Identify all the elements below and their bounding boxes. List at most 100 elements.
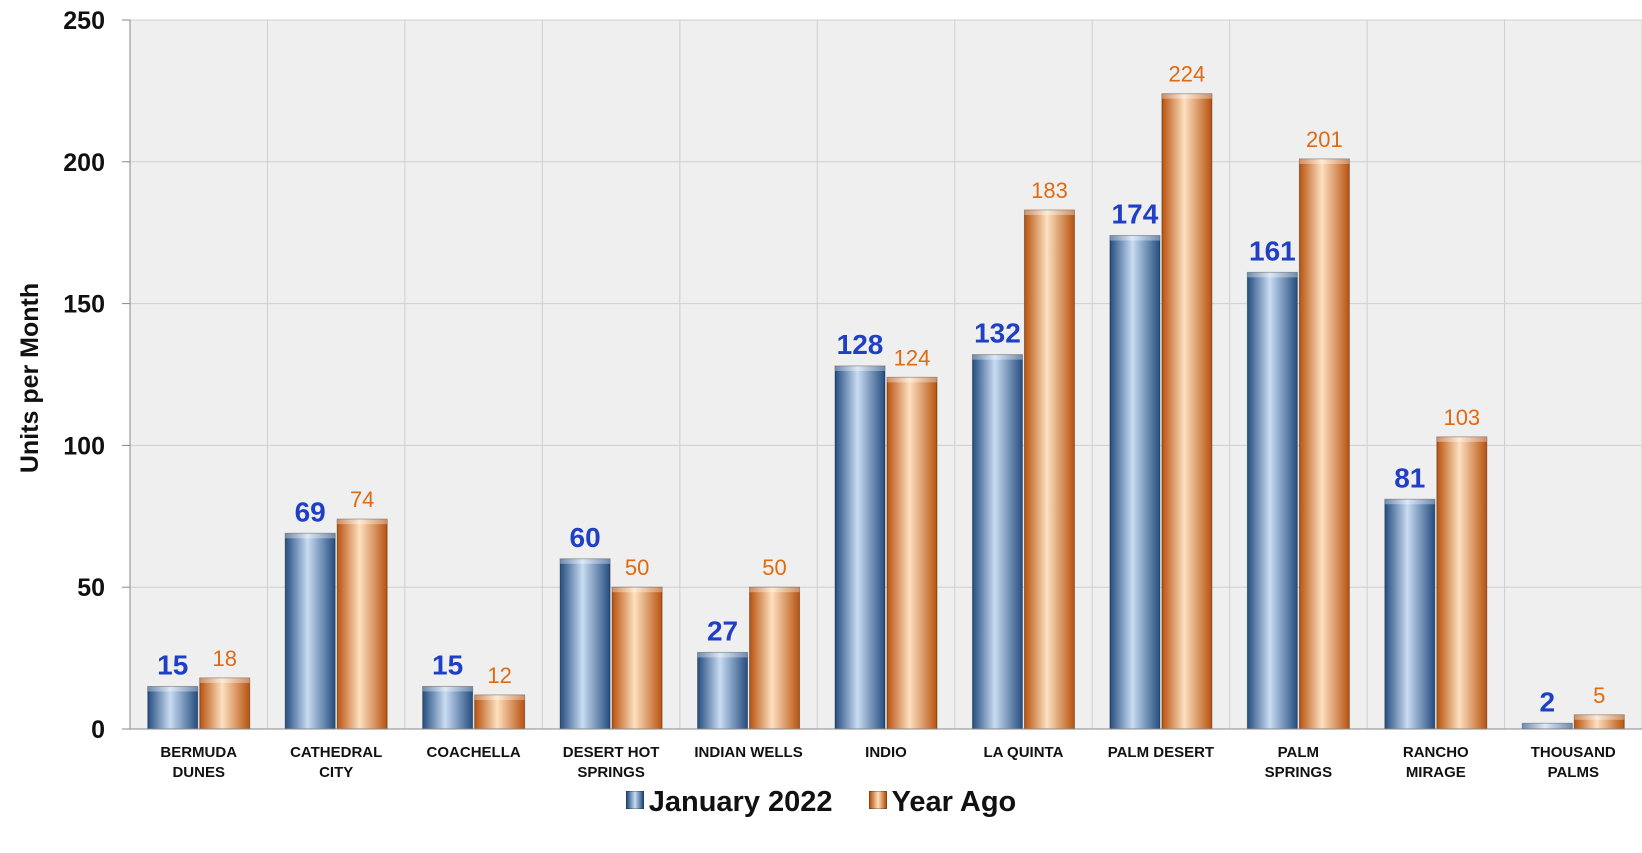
bar-january-2022 [1109, 235, 1161, 730]
x-tick-label: BERMUDA [160, 744, 237, 761]
bar-highlight [1109, 235, 1160, 241]
bar-year-ago [1023, 209, 1075, 730]
bar-january-2022 [1246, 271, 1298, 730]
data-label-january-2022: 15 [157, 649, 188, 680]
data-label-january-2022: 161 [1249, 235, 1296, 266]
data-label-january-2022: 132 [974, 318, 1021, 349]
legend-swatch-blue [625, 791, 644, 809]
data-label-january-2022: 69 [295, 496, 326, 527]
x-tick-label: LA QUINTA [983, 744, 1063, 761]
y-axis-title: Units per Month [16, 283, 44, 473]
data-labels: 15 18 69 74 15 12 60 50 27 50 128 124 132 183 174 224 16… [157, 62, 1605, 718]
y-tick-label: 100 [63, 432, 105, 460]
x-tick-label: CATHEDRAL [290, 744, 382, 761]
data-label-january-2022: 27 [707, 615, 738, 646]
bar-highlight [560, 558, 611, 564]
data-label-january-2022: 128 [837, 329, 884, 360]
bar-january-2022 [697, 651, 749, 730]
data-label-january-2022: 174 [1112, 199, 1159, 230]
bar-year-ago [749, 586, 801, 730]
bar-highlight [474, 694, 525, 700]
data-label-year-ago: 12 [487, 663, 511, 688]
bar-highlight [1384, 499, 1435, 505]
bar-highlight [835, 365, 885, 371]
bars [147, 93, 1625, 730]
bar-year-ago [474, 694, 526, 730]
data-label-year-ago: 183 [1031, 178, 1068, 203]
data-label-year-ago: 5 [1593, 683, 1605, 708]
bar-january-2022 [559, 558, 611, 730]
data-label-january-2022: 60 [570, 522, 601, 553]
x-tick-label: INDIO [865, 744, 907, 761]
bar-january-2022 [834, 365, 886, 730]
y-tick-label: 150 [63, 291, 105, 319]
x-tick-label: SPRINGS [1265, 764, 1333, 780]
data-label-year-ago: 224 [1169, 62, 1206, 87]
data-label-year-ago: 50 [762, 555, 786, 580]
bar-highlight [1299, 158, 1350, 164]
data-label-year-ago: 201 [1306, 127, 1343, 152]
bar-january-2022 [422, 685, 474, 730]
bar-highlight [199, 677, 250, 683]
data-label-year-ago: 103 [1443, 405, 1480, 430]
legend-swatch-orange [868, 791, 887, 809]
legend-label: January 2022 [648, 786, 833, 818]
gridlines [129, 19, 1642, 729]
bar-january-2022 [147, 685, 199, 730]
bar-highlight [612, 587, 663, 593]
bar-year-ago [1436, 436, 1488, 730]
x-tick-label: RANCHO [1403, 744, 1469, 761]
bar-year-ago [1161, 93, 1213, 730]
x-tick-label: INDIAN WELLS [694, 744, 802, 761]
x-tick-label: DUNES [172, 764, 225, 780]
y-tick-label: 200 [63, 149, 105, 177]
y-tick-label: 250 [63, 7, 105, 35]
x-tick-label: PALM DESERT [1108, 744, 1214, 761]
x-tick-label: PALM [1278, 744, 1319, 761]
x-tick-label: COACHELLA [427, 744, 521, 761]
bar-year-ago [611, 586, 663, 730]
bar-highlight [1161, 93, 1212, 99]
bar-highlight [285, 533, 336, 539]
legend-item-january-2022: January 2022 [625, 786, 833, 819]
bar-highlight [972, 354, 1023, 360]
x-tick-label: THOUSAND [1531, 744, 1616, 761]
legend-label: Year Ago [891, 786, 1017, 818]
y-tick-label: 50 [77, 574, 105, 602]
bar-highlight [1436, 436, 1487, 442]
bar-january-2022 [284, 532, 336, 730]
bar-year-ago [1298, 158, 1350, 730]
bar-highlight [887, 377, 937, 383]
data-label-year-ago: 74 [350, 487, 374, 512]
data-label-year-ago: 18 [212, 646, 236, 671]
legend-item-year-ago: Year Ago [868, 786, 1017, 819]
bar-highlight [749, 587, 800, 593]
bar-year-ago [886, 376, 938, 730]
bar-january-2022 [1384, 498, 1436, 730]
x-tick-label: MIRAGE [1406, 764, 1466, 780]
bar-highlight [1574, 714, 1625, 720]
data-label-january-2022: 81 [1394, 462, 1425, 493]
bar-highlight [1247, 272, 1298, 278]
y-tick-label: 0 [91, 716, 105, 744]
data-label-january-2022: 15 [432, 649, 463, 680]
x-tick-label: DESERT HOT [563, 744, 660, 761]
bar-highlight [1522, 723, 1573, 729]
x-tick-label: SPRINGS [577, 764, 645, 780]
bar-highlight [1024, 210, 1075, 216]
bar-january-2022 [971, 354, 1023, 730]
legend: January 2022 Year Ago [0, 786, 1642, 819]
bar-year-ago [199, 677, 251, 730]
data-label-year-ago: 124 [894, 345, 931, 370]
bar-highlight [697, 652, 748, 658]
bar-highlight [147, 686, 198, 692]
data-label-year-ago: 50 [625, 555, 649, 580]
x-tick-label: PALMS [1548, 764, 1599, 780]
axes: 050100150200250BERMUDADUNESCATHEDRALCITY… [63, 7, 1642, 780]
x-tick-label: CITY [319, 764, 353, 780]
data-label-january-2022: 2 [1539, 686, 1555, 717]
bar-highlight [422, 686, 473, 692]
bar-highlight [337, 519, 388, 525]
bar-year-ago [336, 518, 388, 730]
